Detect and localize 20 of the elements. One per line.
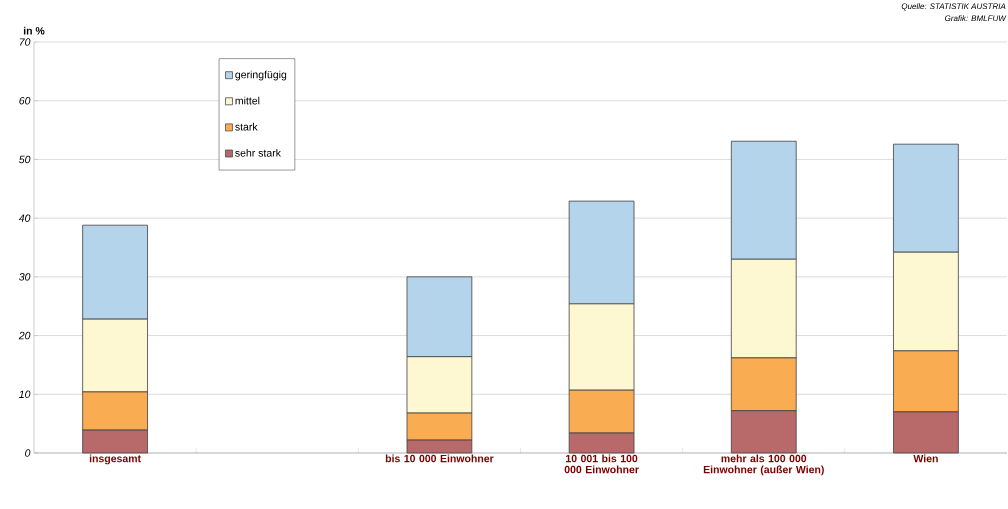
legend-label: mittel xyxy=(235,96,260,105)
y-tick-label: 50 xyxy=(19,155,31,164)
y-tick-label: 70 xyxy=(19,38,31,46)
y-axis-title: in % xyxy=(23,26,45,35)
y-tick-label: 30 xyxy=(19,273,31,281)
y-tick-label: 60 xyxy=(19,97,31,105)
y-tick-label: 10 xyxy=(19,390,31,399)
text: Grafik: BMLFUW xyxy=(945,15,1007,22)
y-tick-label: 0 xyxy=(25,449,31,457)
legend-label: geringfügig xyxy=(235,70,287,81)
x-tick-label: mehr als 100 000 Einwohner (außer Wien) xyxy=(703,454,824,476)
y-tick-label: 40 xyxy=(18,214,31,222)
x-tick-label: 10 001 bis 100 000 Einwohner xyxy=(564,454,639,474)
x-tick-label: Wien xyxy=(913,454,938,463)
x-tick-label: insgesamt xyxy=(89,454,141,465)
legend-label: sehr stark xyxy=(235,148,281,157)
y-tick-label: 20 xyxy=(18,331,31,340)
legend-label: stark xyxy=(235,122,258,131)
x-tick-label: bis 10 000 Einwohner xyxy=(385,454,494,463)
source-note: Quelle: STATISTIK AUSTRIA xyxy=(901,3,1006,11)
